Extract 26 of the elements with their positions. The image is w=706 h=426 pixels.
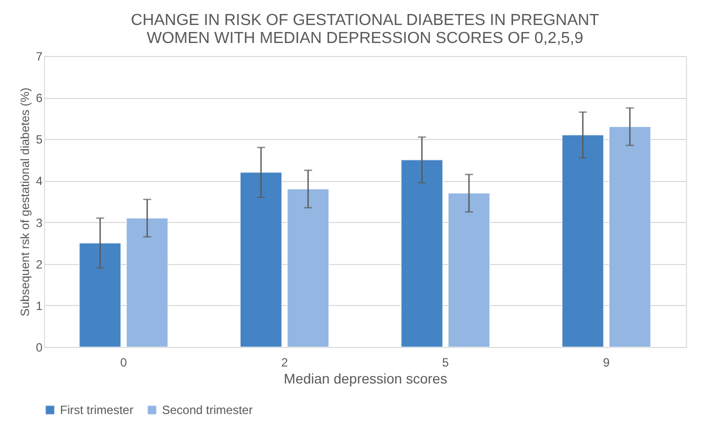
- y-tick-label: 7: [36, 50, 43, 64]
- y-tick-label: 2: [36, 257, 43, 272]
- bar: [608, 126, 651, 348]
- bar: [448, 192, 490, 348]
- text: WOMEN WITH MEDIAN DEPRESSION SCORES OF 0,2,5,9: [146, 30, 584, 47]
- x-tick-label: 2: [281, 356, 288, 370]
- bar: [287, 188, 330, 348]
- y-tick-label: 5: [36, 132, 43, 147]
- text: CHANGE IN RISK OF GESTATIONAL DIABETES IN PREGNANT: [130, 12, 600, 29]
- y-tick-label: 1: [36, 298, 43, 313]
- y-tick-label: 3: [36, 216, 43, 230]
- bar: [562, 134, 604, 348]
- bar: [126, 218, 168, 348]
- x-tick-label: 0: [120, 356, 128, 370]
- x-tick-label: 9: [603, 356, 610, 370]
- bar: [79, 242, 122, 348]
- bar: [400, 160, 443, 348]
- y-tick-label: 4: [36, 174, 43, 188]
- legend-label: Second trimester: [162, 403, 253, 417]
- y-tick-label: 6: [36, 91, 43, 106]
- x-tick-label: 5: [442, 356, 450, 370]
- bar: [240, 172, 282, 348]
- y-axis-title: Subsequent rsk of gestational diabetes (%): [18, 88, 32, 316]
- x-axis-title: Median depression scores: [284, 370, 448, 386]
- legend-label: First trimester: [60, 403, 134, 417]
- y-tick-label: 0: [36, 340, 43, 354]
